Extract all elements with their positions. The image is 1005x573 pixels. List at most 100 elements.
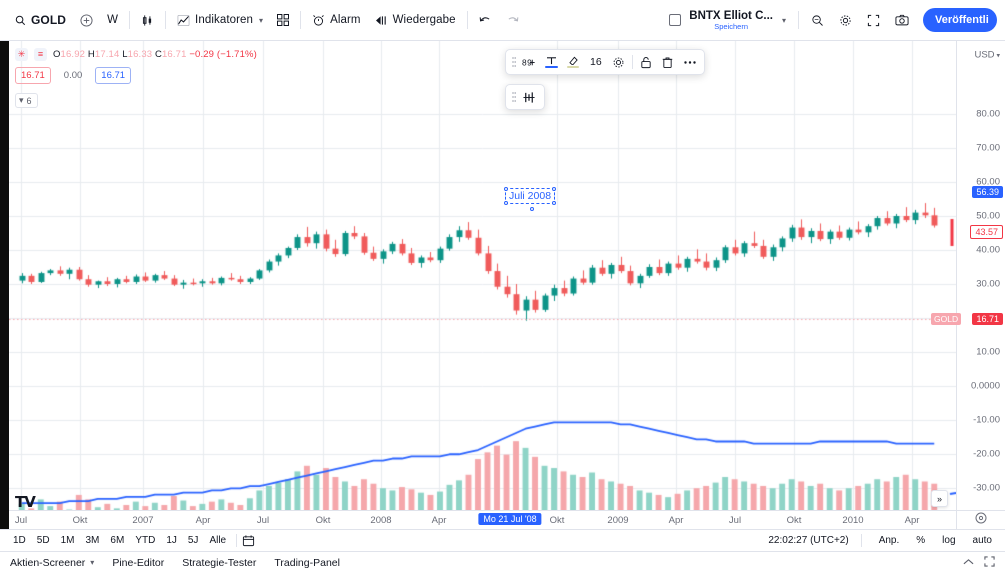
float-toolbar-divider	[631, 55, 633, 69]
stock-screener-button[interactable]: Aktien-Screener ▾	[10, 557, 94, 569]
alert-label: Alarm	[330, 14, 361, 26]
price-axis-label: 30.00	[976, 278, 1000, 290]
alert-button[interactable]: Alarm	[305, 7, 368, 33]
gear-icon	[839, 14, 852, 27]
legend-chip-blue: 16.71	[95, 67, 132, 84]
time-axis-label: Okt	[315, 515, 331, 526]
time-axis[interactable]: Jul Okt 2007 Apr Jul Okt 2008 Apr Okt 2009 Apr Jul O…	[9, 510, 969, 529]
annotation-handle-br[interactable]	[552, 201, 557, 205]
legend-chip-plain: 0.00	[63, 70, 83, 81]
symbol-search-button[interactable]: GOLD	[8, 7, 73, 33]
high-key: H	[87, 48, 95, 60]
replay-button[interactable]: Wiedergabe	[368, 7, 463, 33]
legend-collapse-chip[interactable]: ▾ 6	[15, 93, 38, 108]
time-axis-label: Okt	[72, 515, 88, 526]
range-button-5d[interactable]: 5D	[36, 535, 50, 546]
price-axis-label: 60.00	[976, 176, 1000, 188]
layout-search-button[interactable]	[804, 7, 831, 33]
camera-icon	[895, 14, 909, 26]
annotation-toolbar-secondary[interactable]	[505, 84, 545, 110]
annotation-handle-anchor[interactable]	[530, 207, 535, 211]
layout-menu-button[interactable]: ▾	[774, 7, 793, 33]
price-axis-badge: 56.39	[972, 186, 1003, 198]
fullscreen-icon	[867, 14, 880, 27]
layouts-grid-button[interactable]	[270, 7, 296, 33]
currency-label[interactable]: USD ▾	[974, 49, 1000, 61]
price-axis-label: 70.00	[976, 142, 1000, 154]
drag-grip-icon[interactable]	[509, 86, 518, 108]
text-annotation[interactable]: Juli 2008	[504, 187, 557, 211]
annotation-handle-bl[interactable]	[504, 201, 508, 205]
range-button-alle[interactable]: Alle	[209, 535, 227, 546]
layout-save-label: Speichern	[714, 21, 749, 31]
pine-editor-button[interactable]: Pine-Editor	[112, 556, 165, 569]
drawing-tools-rail[interactable]	[0, 41, 9, 529]
axis-settings-button[interactable]	[956, 510, 1005, 529]
svg-text:9: 9	[527, 57, 532, 67]
indicators-button[interactable]: Indikatoren ▾	[170, 7, 270, 33]
redo-button[interactable]	[499, 7, 526, 33]
annotation-handle-tl[interactable]	[504, 187, 508, 191]
adjust-button[interactable]: Anp.	[878, 535, 900, 546]
text-template-icon[interactable]: 8 9	[518, 51, 540, 73]
range-right-group: 22:02:27 (UTC+2) Anp. % log auto	[768, 533, 997, 548]
range-buttons: 1D 5D 1M 3M 6M YTD 1J 5J Alle	[8, 533, 231, 548]
magnet-icon[interactable]	[518, 86, 540, 108]
strategy-tester-button[interactable]: Strategie-Tester	[182, 556, 257, 569]
visibility-icon[interactable]: ✳	[15, 47, 28, 61]
top-toolbar: GOLD W	[0, 0, 1005, 41]
range-button-1j[interactable]: 1J	[166, 535, 177, 546]
percent-button[interactable]: %	[916, 535, 926, 546]
gear-icon[interactable]	[608, 51, 630, 73]
chart-canvas[interactable]	[9, 41, 956, 510]
legend-menu-icon[interactable]: ≡	[34, 47, 47, 61]
price-axis[interactable]: USD ▾ 80.0070.0060.0050.0040.0030.0020.0…	[931, 41, 1005, 562]
interval-button[interactable]: W	[100, 7, 125, 33]
range-divider-2	[860, 534, 862, 547]
drag-grip-icon[interactable]	[509, 51, 518, 73]
time-axis-label: Jul	[14, 515, 28, 526]
maximize-icon[interactable]	[984, 555, 995, 570]
trading-panel-button[interactable]: Trading-Panel	[274, 556, 340, 569]
text-style-icon[interactable]	[540, 51, 562, 73]
chart-layout-button[interactable]: BNTX Elliot C... Speichern	[689, 10, 773, 31]
range-button-ytd[interactable]: YTD	[135, 535, 156, 546]
publish-button[interactable]: Veröffentli	[923, 8, 997, 32]
chevron-down-icon: ▾	[781, 15, 786, 25]
log-button[interactable]: log	[942, 535, 956, 546]
undo-button[interactable]	[472, 7, 499, 33]
trash-icon[interactable]	[657, 51, 679, 73]
lock-icon[interactable]	[635, 51, 657, 73]
layout-checkbox[interactable]	[669, 14, 682, 26]
range-button-1m[interactable]: 1M	[60, 535, 75, 546]
add-symbol-button[interactable]	[73, 7, 100, 33]
price-axis-label: 40.00	[976, 244, 1000, 256]
svg-text:8: 8	[522, 57, 527, 67]
range-button-1d[interactable]: 1D	[13, 535, 26, 546]
toolbar-divider-3	[300, 11, 302, 29]
color-picker-icon[interactable]	[562, 51, 584, 73]
time-axis-label: 2007	[132, 515, 154, 526]
price-axis-badge: 16.71	[972, 313, 1003, 325]
legend-chip-red: 16.71	[15, 67, 51, 84]
settings-button[interactable]	[832, 7, 859, 33]
range-button-3m[interactable]: 3M	[85, 535, 100, 546]
annotation-toolbar[interactable]: 8 9	[505, 49, 705, 75]
scroll-to-realtime-button[interactable]: »	[931, 490, 948, 507]
range-button-6m[interactable]: 6M	[110, 535, 125, 546]
more-options-icon[interactable]	[679, 51, 701, 73]
snapshot-button[interactable]	[888, 7, 916, 33]
price-axis-badge: 43.57	[970, 225, 1003, 239]
chart-type-button[interactable]	[134, 7, 161, 33]
price-axis-label: 0.0000	[970, 380, 1000, 392]
chart-pane[interactable]: ✳ ≡ O16.92 H17.14 L16.33 C16.71 −0.29 (−…	[9, 41, 956, 529]
fullscreen-button[interactable]	[860, 7, 887, 33]
annotation-handle-tr[interactable]	[552, 187, 557, 191]
chevron-up-icon[interactable]	[963, 557, 974, 569]
calendar-icon[interactable]	[242, 534, 255, 547]
stock-screener-label: Aktien-Screener	[10, 556, 86, 569]
auto-button[interactable]: auto	[972, 535, 992, 546]
range-button-5j[interactable]: 5J	[187, 535, 199, 546]
font-size-selector[interactable]: 16	[590, 56, 602, 68]
chevron-down-icon: ▾	[90, 558, 95, 567]
